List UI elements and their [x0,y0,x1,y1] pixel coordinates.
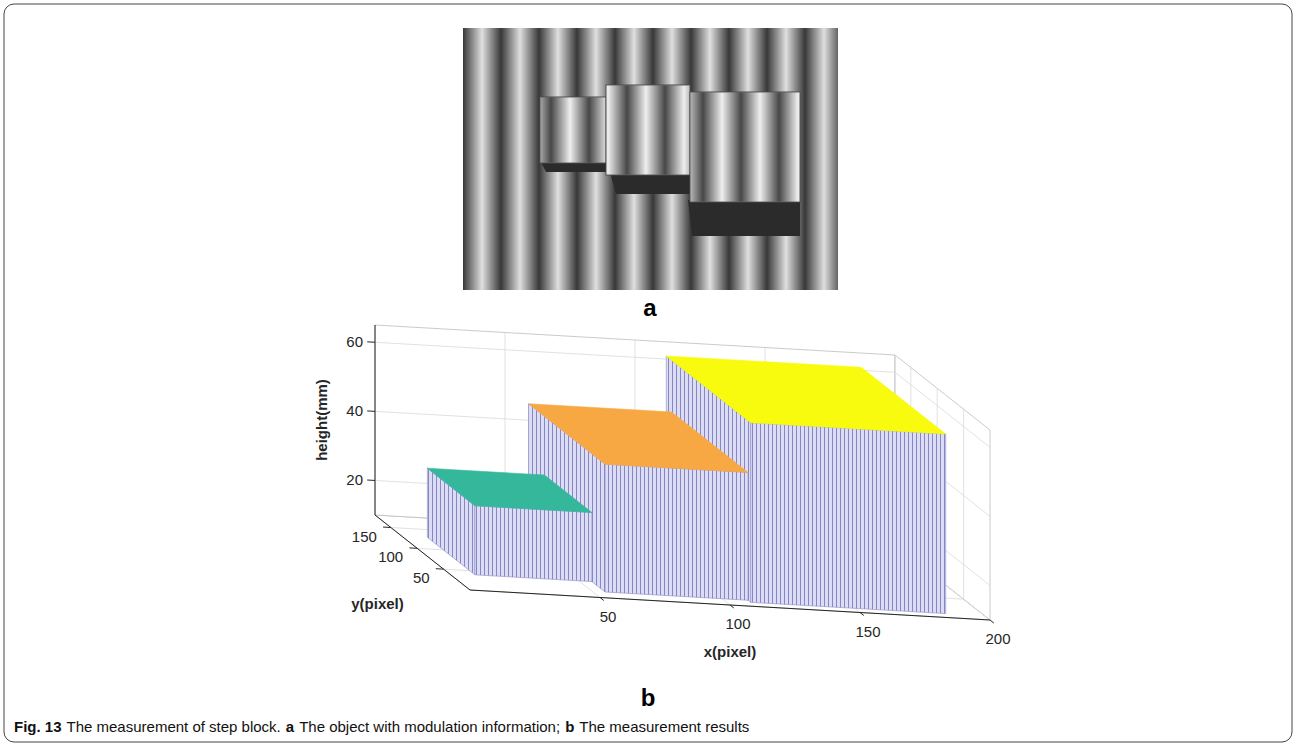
block-top [529,404,749,473]
block-front [605,464,748,600]
caption-panel-label: a [286,718,295,735]
axis-title: x(pixel) [704,643,757,660]
photo-background [463,28,838,290]
block-front [475,506,592,582]
photo-block-tint [690,92,800,202]
photo-block [540,97,606,163]
caption-label: Fig. 13 [14,718,62,735]
block-front [751,423,946,614]
tick-label: 60 [346,333,363,350]
block [427,468,591,581]
caption: Fig. 13The measurement of step block.aTh… [14,718,749,735]
tick-label: 150 [352,528,377,545]
y-tick [409,547,417,548]
photo-block [690,92,800,202]
tick-label: 100 [725,615,750,632]
block-top [427,468,591,512]
photo-block-tint [606,85,690,175]
x-tick [730,605,734,608]
panel-label: a [643,294,657,321]
x-tick [600,598,604,601]
tick-label: 200 [985,630,1010,647]
caption-panel-text: The object with modulation information; [299,718,560,735]
figure-frame [4,4,1292,742]
z-tick [367,341,375,342]
z-tick [367,410,375,411]
y-tick [436,568,444,569]
caption-panel-text: The measurement results [579,718,749,735]
caption-text: The measurement of step block. [67,718,281,735]
photo-shadow [688,200,800,236]
x-tick [990,620,994,623]
photo-block-tint [540,97,606,163]
tick-label: 20 [346,471,363,488]
figure: a5010015020050100150204060x(pixel)y(pixe… [0,0,1296,748]
panel-a: a [463,28,838,321]
tick-label: 50 [413,569,430,586]
grid [375,333,990,621]
y-tick [383,527,391,528]
blocks [427,356,945,614]
axis-title: height(mm) [313,379,330,461]
panel-label: b [641,684,656,711]
caption-panel-label: b [565,718,574,735]
axis-title: y(pixel) [351,595,404,612]
z-tick [367,480,375,481]
tick-label: 50 [600,608,617,625]
tick-label: 100 [378,548,403,565]
block-top [666,356,945,434]
panel-b: 5010015020050100150204060x(pixel)y(pixel… [313,325,1011,711]
x-tick [860,613,864,616]
grid-line [963,409,964,599]
photo-block [606,85,690,175]
axes: 5010015020050100150204060x(pixel)y(pixel… [313,325,1011,660]
tick-label: 40 [346,402,363,419]
photo-tint [463,28,838,290]
tick-label: 150 [855,623,880,640]
z-axis-line [375,325,376,515]
